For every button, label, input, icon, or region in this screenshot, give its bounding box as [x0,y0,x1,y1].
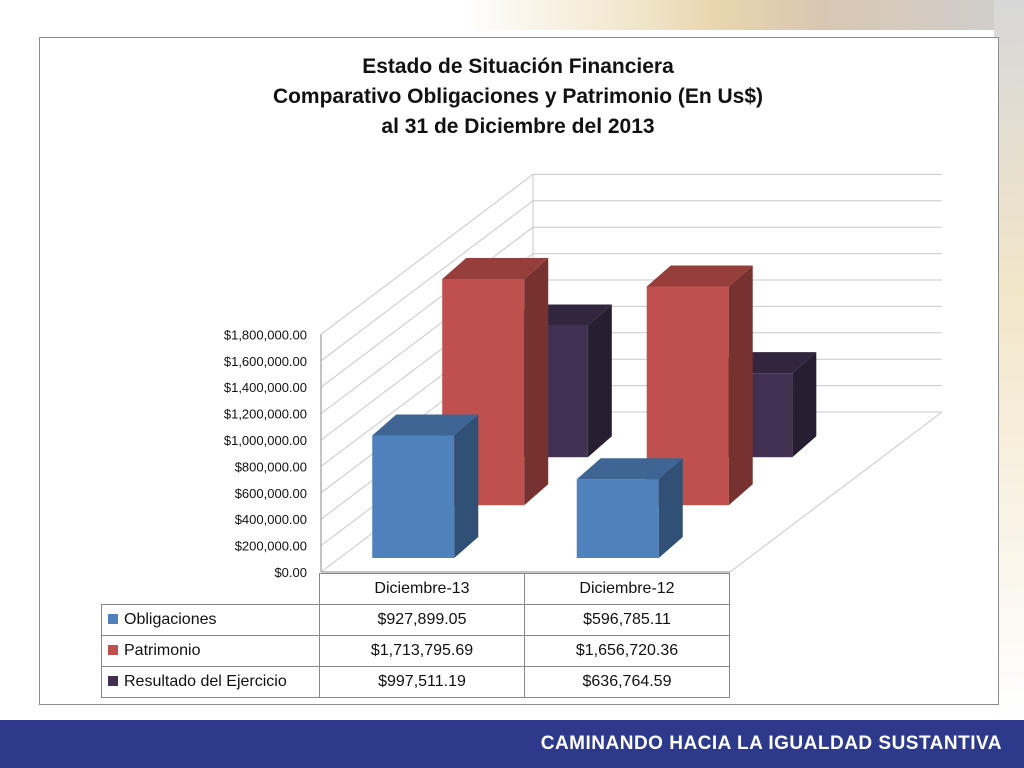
legend-swatch [108,676,118,686]
y-tick-label: $1,600,000.00 [224,354,307,369]
slide-side-decoration [994,0,1024,720]
gridline-depth [320,200,534,362]
bar-side [658,458,683,558]
table-row: Resultado del Ejercicio $997,511.19 $636… [101,666,730,698]
bar-top [576,458,683,480]
chart-title-line-3: al 31 de Diciembre del 2013 [381,115,655,138]
y-tick-label: $1,200,000.00 [224,407,307,422]
bar-top [646,265,753,287]
legend-entry: Resultado del Ejercicio [101,666,320,698]
y-tick-label: $800,000.00 [235,459,307,474]
bar-side [792,352,817,458]
legend-swatch [108,645,118,655]
table-header-row: Diciembre-13 Diciembre-12 [101,573,730,605]
table-cell: $1,713,795.69 [319,635,525,667]
legend-swatch [108,614,118,624]
category-header: Diciembre-12 [524,573,730,605]
table-cell: $927,899.05 [319,604,525,636]
footer-slogan: CAMINANDO HACIA LA IGUALDAD SUSTANTIVA [540,733,1002,754]
bar-front [576,479,659,558]
chart-title-line-1: Estado de Situación Financiera [362,55,674,78]
bar-side [587,304,612,458]
category-header: Diciembre-13 [319,573,525,605]
bar-front [372,435,455,558]
table-cell: $997,511.19 [319,666,525,698]
slide-header-decoration [0,0,1024,30]
bar-chart-3d: $0.00$200,000.00$400,000.00$600,000.00$8… [224,173,943,580]
bar-top [442,257,549,279]
floor-edge [729,411,943,573]
bar-side [524,257,549,506]
table-cell: $1,656,720.36 [524,635,730,667]
table-cell: $636,764.59 [524,666,730,698]
chart-title-line-2: Comparativo Obligaciones y Patrimonio (E… [272,85,764,108]
y-tick-label: $200,000.00 [235,539,307,554]
y-tick-label: $1,800,000.00 [224,327,307,342]
bar-side [728,265,753,506]
y-tick-label: $600,000.00 [235,486,307,501]
chart-title: Estado de Situación Financiera Comparati… [0,52,1024,142]
footer-bar: CAMINANDO HACIA LA IGUALDAD SUSTANTIVA [0,720,1024,768]
legend-entry: Obligaciones [101,604,320,636]
y-tick-label: $400,000.00 [235,512,307,527]
gridline-depth [320,174,534,335]
table-cell: $596,785.11 [524,604,730,636]
table-row: Obligaciones $927,899.05 $596,785.11 [101,604,730,636]
gridline-depth [320,226,534,388]
table-row: Patrimonio $1,713,795.69 $1,656,720.36 [101,635,730,667]
bar-side [454,414,479,558]
data-table: Diciembre-13 Diciembre-12 Obligaciones $… [101,573,730,698]
y-tick-label: $1,000,000.00 [224,433,307,448]
legend-entry: Patrimonio [101,635,320,667]
y-tick-label: $1,400,000.00 [224,380,307,395]
bar-top [372,414,479,436]
